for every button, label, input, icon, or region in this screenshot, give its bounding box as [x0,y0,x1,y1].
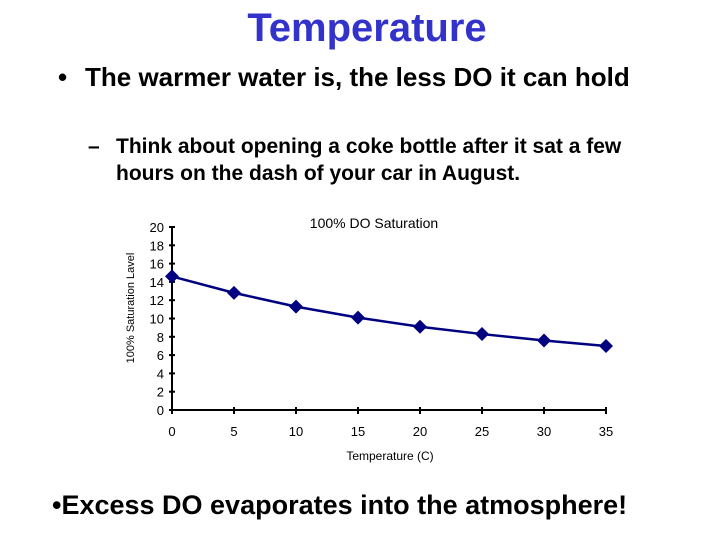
data-point [289,299,303,314]
y-tick-label: 20 [150,220,164,235]
data-point [599,338,613,353]
data-point [351,310,365,325]
bullet-marker: • [58,62,68,92]
y-tick-label: 18 [150,238,164,253]
bullet-text: The warmer water is, the less DO it can … [85,62,630,92]
y-tick-label: 12 [150,293,164,308]
data-point [413,319,427,334]
sub-bullet-text: Think about opening a coke bottle after … [116,135,622,185]
x-tick-label: 0 [168,424,175,439]
slide-title: Temperature [247,6,487,50]
series-line [171,275,607,348]
x-tick-label: 10 [289,424,303,439]
y-tick-label: 16 [150,257,164,272]
y-tick-label: 14 [150,275,164,290]
chart-title: 100% DO Saturation [310,215,438,231]
data-point [537,333,551,348]
x-tick-label: 20 [413,424,427,439]
x-tick-label: 25 [475,424,489,439]
x-tick-label: 15 [351,424,365,439]
data-point [475,327,489,342]
data-point [165,269,179,284]
x-axis-label: Temperature (C) [346,449,433,463]
sub-bullet-marker: – [88,135,100,158]
x-tick-label: 5 [230,424,237,439]
y-axis-label: 100% Saturation Lavel [125,253,137,364]
y-tick-label: 4 [157,366,164,381]
data-point [227,285,241,300]
bottom-statement: •Excess DO evaporates into the atmospher… [52,490,628,520]
y-tick-label: 8 [157,330,164,345]
y-tick-label: 6 [157,348,164,363]
y-tick-label: 2 [157,385,164,400]
x-tick-label: 35 [599,424,613,439]
y-tick-label: 10 [150,312,164,327]
y-tick-label: 0 [157,403,164,418]
x-tick-label: 30 [537,424,551,439]
